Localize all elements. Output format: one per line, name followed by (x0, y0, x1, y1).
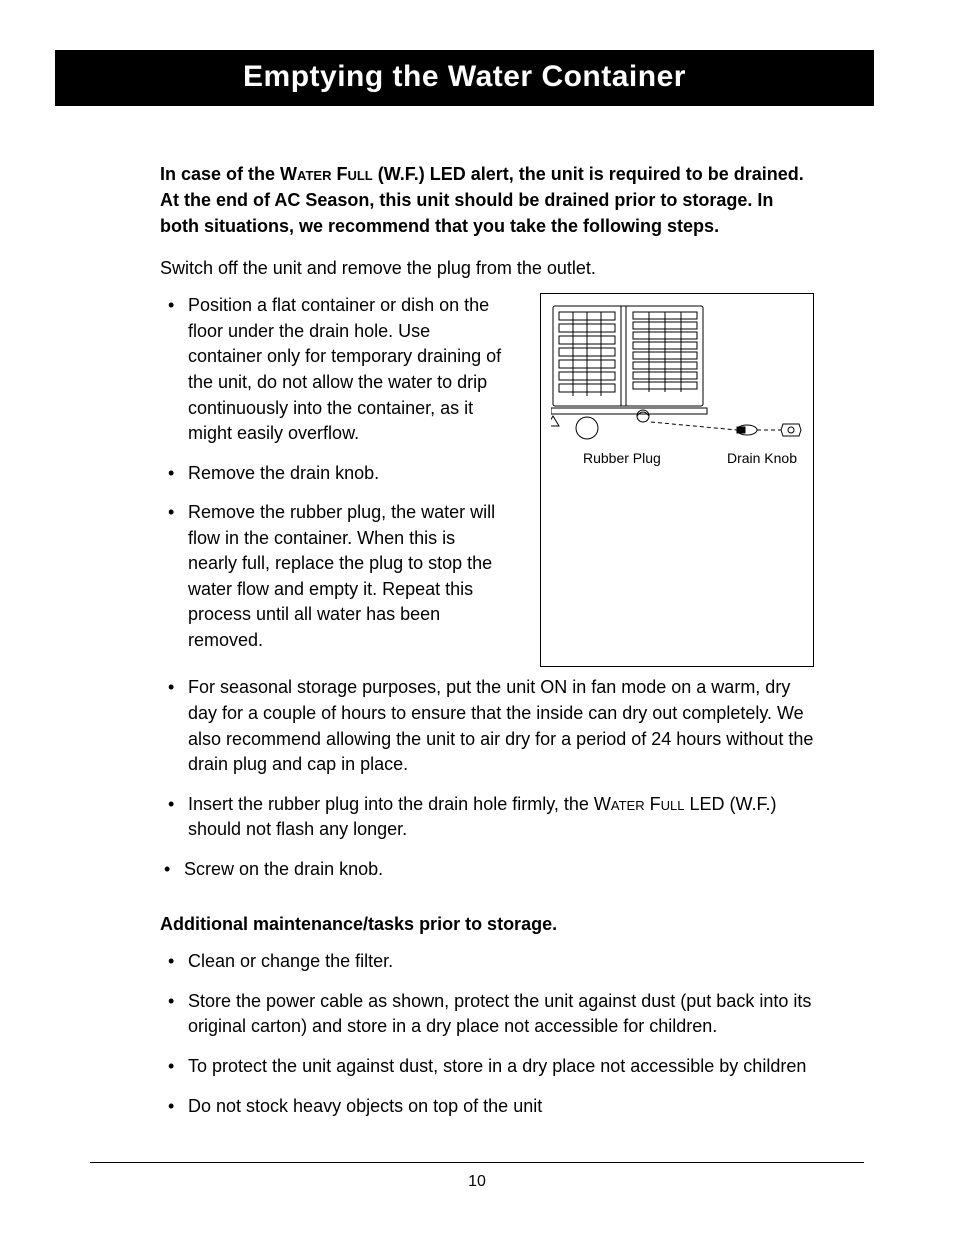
bullet-list-left: Position a flat container or dish on the… (160, 293, 508, 653)
insert-text-a: Insert the rubber plug into the drain ho… (188, 794, 594, 814)
list-item: Insert the rubber plug into the drain ho… (188, 792, 814, 843)
list-item: Clean or change the filter. (188, 949, 814, 975)
bullet-list-fullwidth: For seasonal storage purposes, put the u… (160, 675, 814, 882)
list-item: Position a flat container or dish on the… (188, 293, 508, 446)
list-item: For seasonal storage purposes, put the u… (188, 675, 814, 777)
lead-sentence: Switch off the unit and remove the plug … (160, 255, 814, 281)
maintenance-subheading: Additional maintenance/tasks prior to st… (160, 914, 814, 935)
page-number: 10 (0, 1173, 954, 1191)
section-title-bar: Emptying the Water Container (55, 50, 874, 106)
insert-waterfull: Water Full (594, 794, 685, 814)
intro-paragraph: In case of the Water Full (W.F.) LED ale… (160, 161, 814, 239)
list-item: Screw on the drain knob. (184, 857, 814, 883)
list-item: Remove the rubber plug, the water will f… (188, 500, 508, 653)
bullet-list-maintenance: Clean or change the filter. Store the po… (160, 949, 814, 1119)
list-item: To protect the unit against dust, store … (188, 1054, 814, 1080)
section-title: Emptying the Water Container (243, 60, 686, 93)
ac-unit-diagram-icon (551, 304, 803, 444)
drain-figure: Rubber Plug Drain Knob (540, 293, 814, 667)
intro-waterfull: Water Full (280, 164, 373, 184)
manual-page: Emptying the Water Container In case of … (0, 0, 954, 1235)
list-item: Store the power cable as shown, protect … (188, 989, 814, 1040)
figure-label-drain-knob: Drain Knob (727, 450, 797, 466)
two-column-row: Position a flat container or dish on the… (160, 293, 814, 667)
list-item: Remove the drain knob. (188, 461, 508, 487)
page-content: In case of the Water Full (W.F.) LED ale… (90, 106, 864, 1119)
intro-text-1: In case of the (160, 164, 280, 184)
list-item: Do not stock heavy objects on top of the… (188, 1094, 814, 1120)
left-column: Position a flat container or dish on the… (160, 293, 508, 667)
figure-label-rubber-plug: Rubber Plug (583, 450, 661, 466)
figure-labels: Rubber Plug Drain Knob (551, 450, 803, 466)
footer-rule (90, 1162, 864, 1163)
